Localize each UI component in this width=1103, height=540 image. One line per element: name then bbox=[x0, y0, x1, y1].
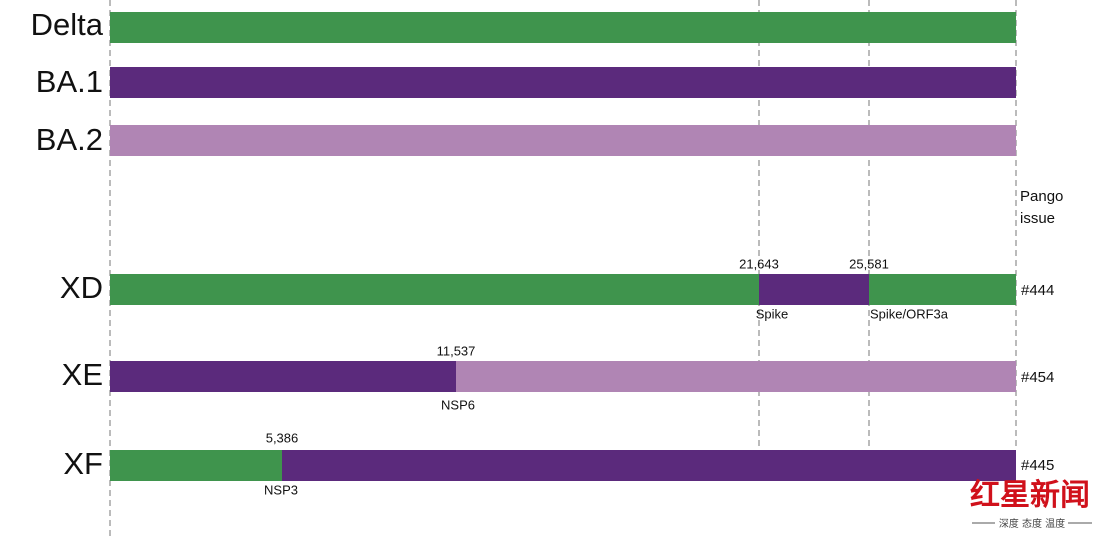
row-label: BA.2 bbox=[36, 122, 103, 157]
row-label: BA.1 bbox=[36, 64, 103, 99]
breakpoint-position: 25,581 bbox=[849, 256, 889, 271]
row-label: XF bbox=[63, 446, 103, 481]
segment bbox=[759, 274, 869, 305]
issue-header: issue bbox=[1020, 210, 1055, 227]
segment bbox=[110, 67, 1016, 98]
breakpoint-position: 11,537 bbox=[437, 343, 476, 358]
pango-issue: #454 bbox=[1021, 369, 1054, 386]
segment bbox=[282, 450, 1016, 481]
breakpoint-gene: Spike bbox=[756, 306, 789, 321]
breakpoint-gene: NSP6 bbox=[441, 397, 475, 412]
issue-header: Pango bbox=[1020, 188, 1063, 205]
logo-name: 红星新闻 bbox=[970, 478, 1090, 513]
breakpoint-gene: Spike/ORF3a bbox=[870, 306, 949, 321]
segment bbox=[869, 274, 1016, 305]
pango-issue: #445 bbox=[1021, 457, 1054, 474]
segment bbox=[110, 450, 282, 481]
pango-issue: #444 bbox=[1021, 282, 1054, 299]
logo-slogan: 深度 态度 温度 bbox=[999, 517, 1065, 530]
row-label: XD bbox=[60, 270, 103, 305]
segment bbox=[110, 361, 456, 392]
segment bbox=[110, 125, 1016, 156]
breakpoint-gene: NSP3 bbox=[264, 482, 298, 497]
breakpoint-position: 5,386 bbox=[266, 430, 299, 445]
segment bbox=[110, 12, 1016, 43]
segment bbox=[110, 274, 759, 305]
row-label: XE bbox=[62, 357, 103, 392]
row-label: Delta bbox=[31, 7, 104, 42]
breakpoint-position: 21,643 bbox=[739, 256, 779, 271]
segment bbox=[456, 361, 1016, 392]
